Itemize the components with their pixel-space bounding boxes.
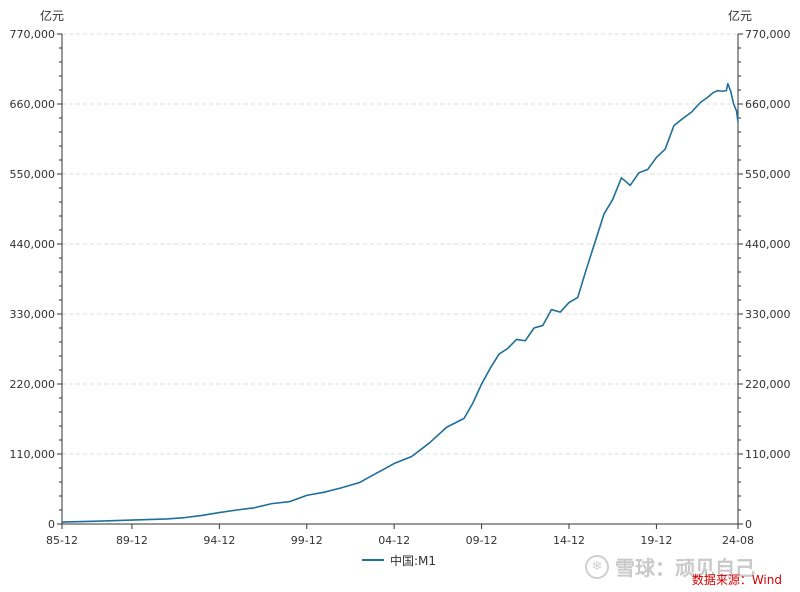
x-tick-label: 24-08 bbox=[722, 534, 754, 547]
y-tick-label-right: 770,000 bbox=[745, 28, 791, 41]
y-tick-label-left: 110,000 bbox=[10, 448, 56, 461]
x-tick-label: 19-12 bbox=[640, 534, 672, 547]
x-tick-label: 04-12 bbox=[378, 534, 410, 547]
axes bbox=[61, 34, 739, 525]
x-tick-label: 89-12 bbox=[116, 534, 148, 547]
watermark: ❄ 雪球：顽见自己 bbox=[585, 552, 755, 581]
gridlines bbox=[62, 33, 738, 455]
watermark-text: 雪球：顽见自己 bbox=[615, 556, 755, 580]
y-tick-label-right: 330,000 bbox=[745, 308, 791, 321]
y-tick-label-right: 110,000 bbox=[745, 448, 791, 461]
y-tick-label-left: 440,000 bbox=[10, 238, 56, 251]
legend-swatch bbox=[362, 559, 384, 561]
y-tick-label-right: 550,000 bbox=[745, 168, 791, 181]
y-tick-label-right: 660,000 bbox=[745, 98, 791, 111]
y-tick-label-left: 550,000 bbox=[10, 168, 56, 181]
y-tick-label-left: 660,000 bbox=[10, 98, 56, 111]
x-tick-label: 94-12 bbox=[203, 534, 235, 547]
y-axis-left-ticks: 0 110,000 220,000 330,000 440,000 550,000 660,… bbox=[10, 28, 62, 531]
y-axis-left-unit: 亿元 bbox=[40, 8, 64, 23]
y-tick-label-right: 440,000 bbox=[745, 238, 791, 251]
y-tick-label-left: 220,000 bbox=[10, 378, 56, 391]
y-tick-label-left: 330,000 bbox=[10, 308, 56, 321]
y-tick-label-right: 220,000 bbox=[745, 378, 791, 391]
snowball-logo-icon: ❄ bbox=[585, 554, 609, 579]
legend[interactable]: 中国:M1 bbox=[362, 551, 436, 569]
series-layer bbox=[61, 82, 739, 523]
y-axis-right-unit: 亿元 bbox=[728, 8, 752, 23]
x-tick-label: 14-12 bbox=[553, 534, 585, 547]
legend-label: 中国:M1 bbox=[390, 553, 437, 568]
y-axis-right-ticks: 0 110,000 220,000 330,000 440,000 550,000 660,… bbox=[738, 28, 791, 531]
x-tick-label: 85-12 bbox=[46, 534, 78, 547]
series-line-m1 bbox=[61, 82, 739, 523]
y-tick-label-left: 0 bbox=[48, 518, 55, 531]
y-tick-label-right: 0 bbox=[745, 518, 752, 531]
y-tick-label-left: 770,000 bbox=[10, 28, 56, 41]
x-axis-ticks: 85-12 89-12 94-12 99-12 04-12 09-12 14-12 19-12… bbox=[46, 524, 754, 547]
x-tick-label: 99-12 bbox=[291, 534, 323, 547]
data-source-note: 数据来源：Wind bbox=[691, 573, 782, 587]
x-tick-label: 09-12 bbox=[466, 534, 498, 547]
